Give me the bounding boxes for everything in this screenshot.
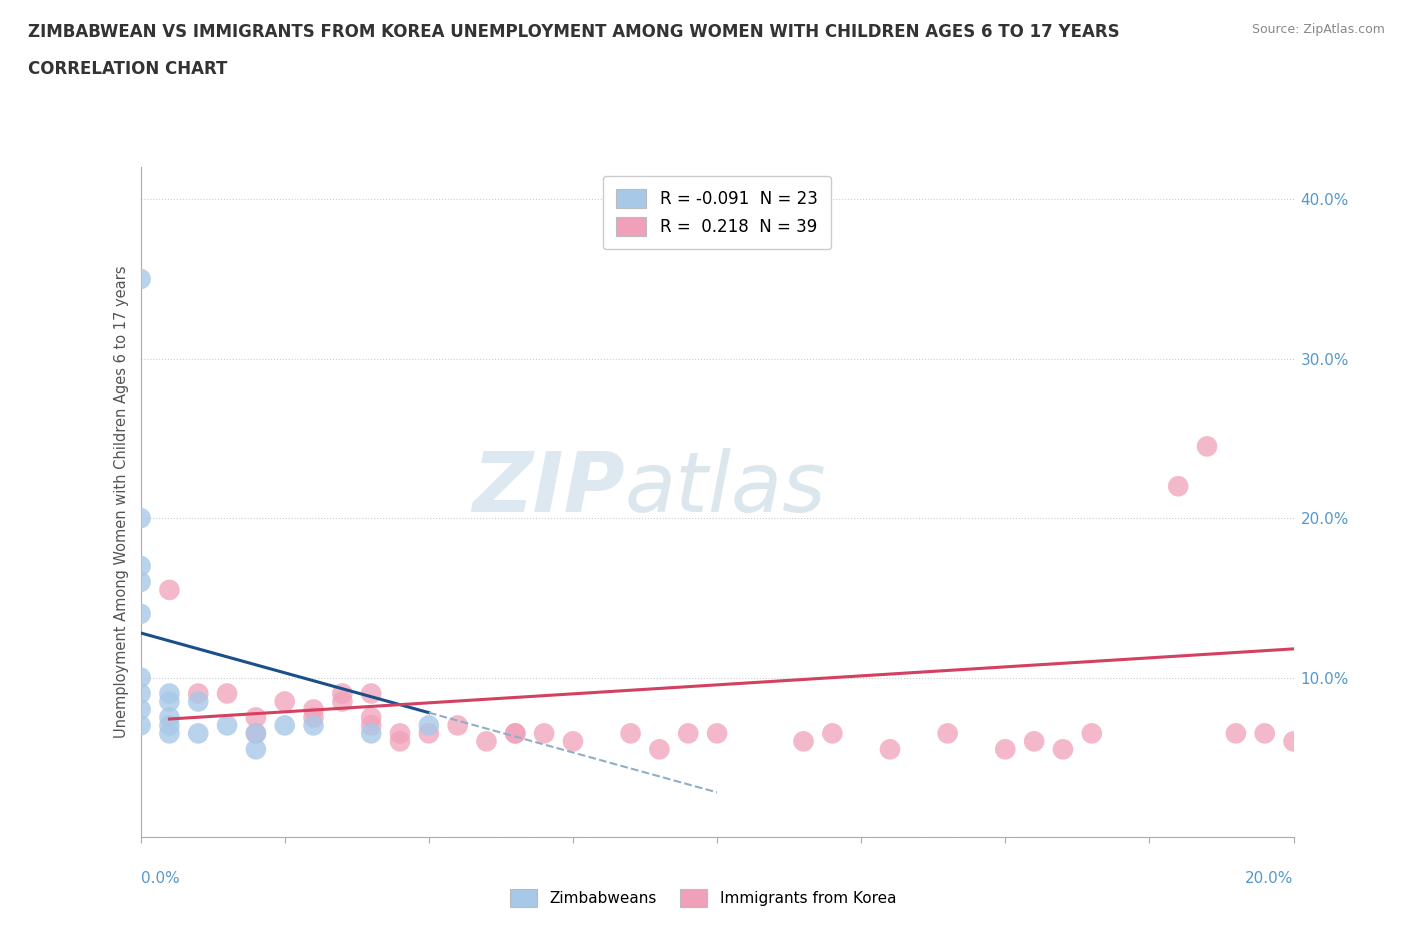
Y-axis label: Unemployment Among Women with Children Ages 6 to 17 years: Unemployment Among Women with Children A… — [114, 266, 129, 738]
Point — [129, 606, 152, 621]
Point — [245, 710, 267, 724]
Point — [217, 686, 239, 701]
Point — [1195, 439, 1218, 454]
Point — [936, 726, 959, 741]
Point — [503, 726, 526, 741]
Point — [418, 726, 440, 741]
Legend: Zimbabweans, Immigrants from Korea: Zimbabweans, Immigrants from Korea — [503, 884, 903, 913]
Text: Source: ZipAtlas.com: Source: ZipAtlas.com — [1251, 23, 1385, 36]
Point — [1282, 734, 1305, 749]
Text: ZIP: ZIP — [472, 448, 624, 529]
Point — [159, 718, 180, 733]
Point — [562, 734, 585, 749]
Point — [187, 686, 209, 701]
Point — [332, 694, 354, 709]
Point — [1081, 726, 1104, 741]
Point — [129, 272, 152, 286]
Point — [793, 734, 815, 749]
Point — [1167, 479, 1189, 494]
Point — [245, 726, 267, 741]
Point — [129, 686, 152, 701]
Point — [245, 742, 267, 757]
Point — [332, 686, 354, 701]
Point — [1225, 726, 1247, 741]
Point — [418, 718, 440, 733]
Point — [129, 718, 152, 733]
Point — [678, 726, 700, 741]
Text: atlas: atlas — [624, 448, 827, 529]
Point — [879, 742, 901, 757]
Point — [994, 742, 1017, 757]
Point — [503, 726, 526, 741]
Point — [159, 726, 180, 741]
Point — [217, 718, 239, 733]
Point — [360, 686, 382, 701]
Point — [274, 718, 297, 733]
Point — [360, 726, 382, 741]
Point — [302, 710, 325, 724]
Point — [1052, 742, 1074, 757]
Point — [187, 694, 209, 709]
Point — [706, 726, 728, 741]
Text: 20.0%: 20.0% — [1246, 871, 1294, 886]
Point — [388, 734, 411, 749]
Point — [475, 734, 498, 749]
Legend: R = -0.091  N = 23, R =  0.218  N = 39: R = -0.091 N = 23, R = 0.218 N = 39 — [603, 176, 831, 249]
Point — [129, 671, 152, 685]
Point — [648, 742, 671, 757]
Text: CORRELATION CHART: CORRELATION CHART — [28, 60, 228, 78]
Point — [129, 575, 152, 590]
Point — [533, 726, 555, 741]
Point — [159, 686, 180, 701]
Point — [245, 726, 267, 741]
Point — [388, 726, 411, 741]
Point — [129, 702, 152, 717]
Text: 0.0%: 0.0% — [141, 871, 180, 886]
Point — [159, 582, 180, 597]
Point — [360, 718, 382, 733]
Point — [274, 694, 297, 709]
Point — [1024, 734, 1046, 749]
Point — [129, 559, 152, 574]
Point — [447, 718, 470, 733]
Point — [129, 511, 152, 525]
Point — [821, 726, 844, 741]
Text: ZIMBABWEAN VS IMMIGRANTS FROM KOREA UNEMPLOYMENT AMONG WOMEN WITH CHILDREN AGES : ZIMBABWEAN VS IMMIGRANTS FROM KOREA UNEM… — [28, 23, 1119, 41]
Point — [302, 718, 325, 733]
Point — [159, 694, 180, 709]
Point — [187, 726, 209, 741]
Point — [159, 710, 180, 724]
Point — [1254, 726, 1277, 741]
Point — [302, 702, 325, 717]
Point — [360, 710, 382, 724]
Point — [619, 726, 641, 741]
